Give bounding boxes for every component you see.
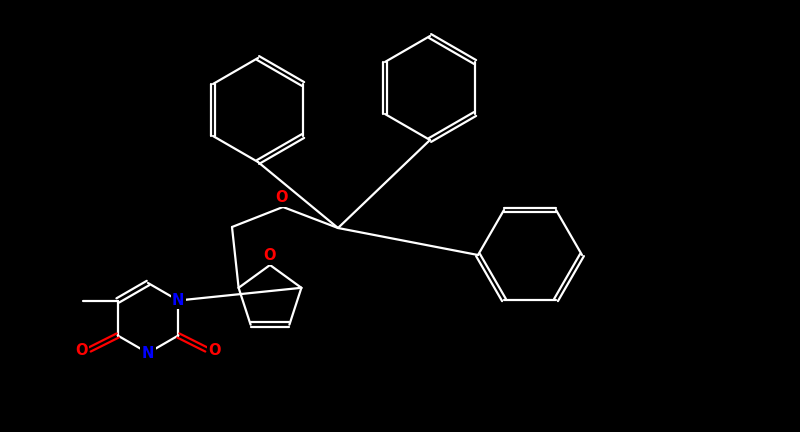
- Text: O: O: [274, 191, 287, 206]
- Text: N: N: [172, 293, 185, 308]
- Text: N: N: [142, 346, 154, 360]
- Text: O: O: [75, 343, 88, 358]
- Text: O: O: [264, 248, 276, 264]
- Text: O: O: [208, 343, 221, 358]
